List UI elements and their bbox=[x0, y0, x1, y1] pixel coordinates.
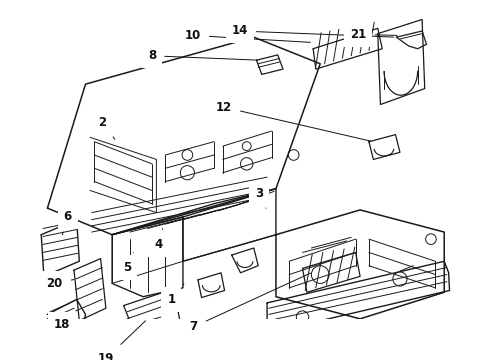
Text: 8: 8 bbox=[147, 49, 257, 62]
Text: 10: 10 bbox=[184, 29, 310, 42]
Text: 13: 13 bbox=[0, 359, 1, 360]
Text: 16: 16 bbox=[0, 359, 1, 360]
Text: 5: 5 bbox=[123, 252, 133, 274]
Text: 20: 20 bbox=[46, 277, 74, 290]
Text: 12: 12 bbox=[215, 101, 370, 141]
Text: 15: 15 bbox=[0, 359, 1, 360]
Text: 22: 22 bbox=[0, 359, 1, 360]
Text: 6: 6 bbox=[62, 211, 72, 235]
Text: 11: 11 bbox=[0, 359, 1, 360]
Text: 2: 2 bbox=[98, 116, 115, 139]
Text: 1: 1 bbox=[167, 284, 183, 306]
Text: 21: 21 bbox=[349, 28, 396, 41]
Text: 18: 18 bbox=[53, 317, 70, 331]
Text: 3: 3 bbox=[255, 186, 265, 208]
Text: 19: 19 bbox=[98, 321, 145, 360]
Text: 17: 17 bbox=[0, 359, 1, 360]
Text: 7: 7 bbox=[189, 273, 310, 333]
Text: 9: 9 bbox=[0, 359, 1, 360]
Text: 14: 14 bbox=[231, 24, 393, 37]
Text: 4: 4 bbox=[154, 229, 162, 251]
